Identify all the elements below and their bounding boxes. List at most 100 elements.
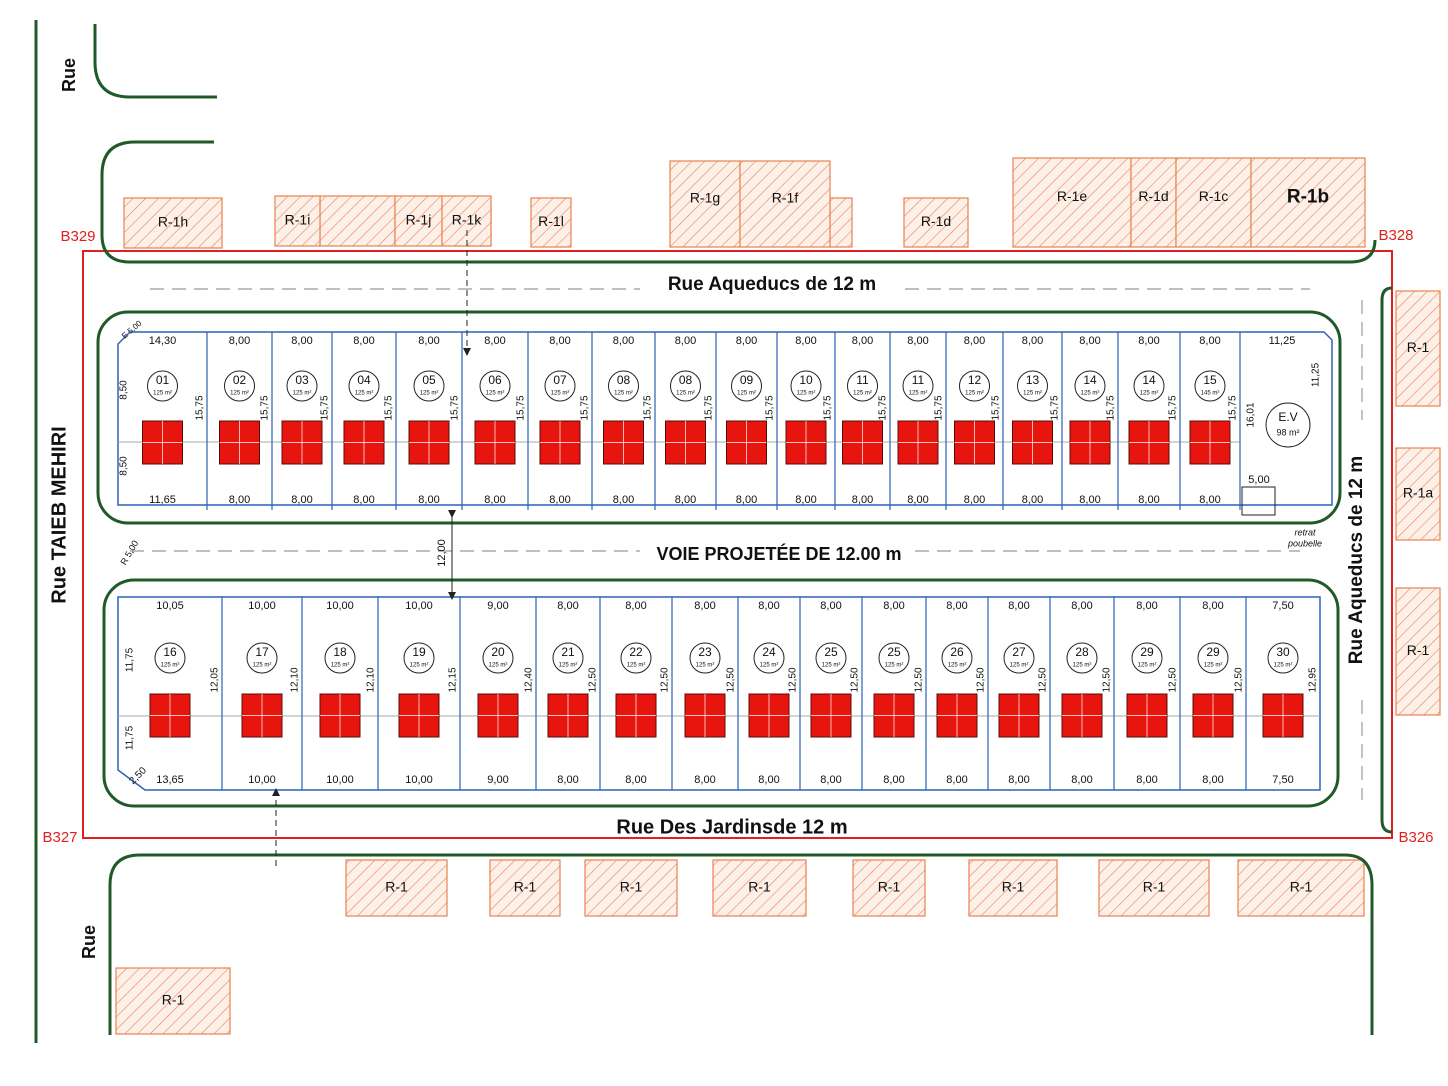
lot-dimension: 8,00 xyxy=(795,494,816,506)
existing-building xyxy=(274,195,321,247)
building-label: R-1 xyxy=(620,879,643,895)
lot-number: 28 xyxy=(1075,645,1089,659)
lot-area: 125 m² xyxy=(331,663,350,669)
boundary-marker: B327 xyxy=(42,829,77,846)
lot-dimension: 8,00 xyxy=(1138,335,1159,347)
building-label: R-1 xyxy=(1002,879,1025,895)
lot-dimension: 16,01 xyxy=(1246,402,1257,427)
building-label: R-1k xyxy=(452,212,483,228)
building-label: R-1 xyxy=(1143,879,1166,895)
lot-area: 125 m² xyxy=(1140,391,1159,397)
lot-dimension: 8,00 xyxy=(1199,335,1220,347)
building-label: R-1 xyxy=(1407,339,1430,355)
lot-area: 125 m² xyxy=(489,663,508,669)
lot-dimension: 8,00 xyxy=(883,600,904,612)
lot-number: 24 xyxy=(762,645,776,659)
existing-building xyxy=(1250,157,1366,248)
lot-dimension: 8,00 xyxy=(418,335,439,347)
building-label: R-1 xyxy=(514,879,537,895)
lot-number: 04 xyxy=(357,373,371,387)
lot-dimension: 15,75 xyxy=(643,395,654,420)
lot-dimension: 8,00 xyxy=(613,335,634,347)
lot-badge xyxy=(403,642,435,674)
lot-dimension: 15,75 xyxy=(1106,395,1117,420)
lot-area: 125 m² xyxy=(696,663,715,669)
lot-dimension: 8,00 xyxy=(736,494,757,506)
existing-building xyxy=(739,160,831,248)
existing-building xyxy=(441,195,492,247)
lot-dimension: 8,00 xyxy=(852,335,873,347)
street-name: Rue xyxy=(59,58,79,92)
dimension-label: 12,00 xyxy=(436,539,448,567)
lot-area: 125 m² xyxy=(1204,663,1223,669)
lot-number: 06 xyxy=(488,373,502,387)
lot-dimension: 15,75 xyxy=(516,395,527,420)
building-label: R-1g xyxy=(690,190,720,206)
lot-dimension: 8,00 xyxy=(795,335,816,347)
lot-dimension: 8,00 xyxy=(758,774,779,786)
existing-building xyxy=(968,859,1058,917)
street-name: Rue Aqueducs de 12 m xyxy=(1346,456,1367,664)
lot-badge xyxy=(1074,370,1106,402)
lot-dimension: 8,00 xyxy=(946,774,967,786)
existing-building xyxy=(712,859,807,917)
lot-number: 14 xyxy=(1142,373,1156,387)
lot-dimension: 8,00 xyxy=(946,600,967,612)
lot-dimension: 12,50 xyxy=(1102,667,1113,692)
lot-dimension: 15,75 xyxy=(934,395,945,420)
lot-area: 125 m² xyxy=(614,391,633,397)
existing-building xyxy=(489,859,561,917)
annotation: retrat xyxy=(1294,527,1316,537)
lot-number: 07 xyxy=(553,373,567,387)
lot-badge xyxy=(413,370,445,402)
lot-badge xyxy=(670,370,701,402)
lot-dimension: 8,00 xyxy=(291,494,312,506)
lot-area: 125 m² xyxy=(1073,663,1092,669)
existing-building xyxy=(123,197,223,249)
lot-area: 125 m² xyxy=(797,391,816,397)
lot-number: 29 xyxy=(1206,645,1220,659)
lot-dimension: 8,00 xyxy=(694,774,715,786)
lot-area: 125 m² xyxy=(1023,391,1042,397)
block-edge xyxy=(102,578,1340,808)
lot-dimension: 8,00 xyxy=(229,494,250,506)
lot-badge xyxy=(286,370,318,402)
lot-number: 16 xyxy=(163,645,177,659)
lot-dimension: 15,75 xyxy=(823,395,834,420)
building-label: R-1i xyxy=(285,212,311,228)
lot-number: 08 xyxy=(679,373,693,387)
lot-badge xyxy=(544,370,576,402)
lot-area: 125 m² xyxy=(822,663,841,669)
existing-building xyxy=(1175,157,1252,248)
lot-dimension: 8,00 xyxy=(694,600,715,612)
lot-dimension: 10,00 xyxy=(326,600,354,612)
lot-dimension: 8,00 xyxy=(613,494,634,506)
lot-dimension: 8,00 xyxy=(675,335,696,347)
lot-number: 27 xyxy=(1012,645,1026,659)
building-label: R-1j xyxy=(406,212,432,228)
lot-dimension: 12,05 xyxy=(210,667,221,692)
existing-building xyxy=(1395,447,1441,541)
lot-dimension: 8,00 xyxy=(1079,335,1100,347)
lot-badge xyxy=(731,370,762,402)
lot-area: 125 m² xyxy=(153,391,172,397)
lot-area: 125 m² xyxy=(627,663,646,669)
lot-badge xyxy=(224,370,255,402)
boundary-marker: B328 xyxy=(1378,227,1413,244)
lot-area: 125 m² xyxy=(885,663,904,669)
lot-area: 125 m² xyxy=(486,391,505,397)
lot-dimension: 8,00 xyxy=(1008,774,1029,786)
lot-dimension: 8,00 xyxy=(625,774,646,786)
road-edge xyxy=(93,24,217,99)
lot-area: 125 m² xyxy=(230,391,249,397)
lot-dimension: 15,75 xyxy=(580,395,591,420)
lot-badge xyxy=(620,642,652,674)
lot-dimension: 8,00 xyxy=(1199,494,1220,506)
lot-badge xyxy=(324,642,356,674)
existing-building xyxy=(319,195,396,247)
building-label: R-1 xyxy=(748,879,771,895)
lot-number: 22 xyxy=(629,645,643,659)
lot-area: 125 m² xyxy=(1081,391,1100,397)
lot-area: 125 m² xyxy=(909,391,928,397)
lot-dimension: 12,50 xyxy=(788,667,799,692)
